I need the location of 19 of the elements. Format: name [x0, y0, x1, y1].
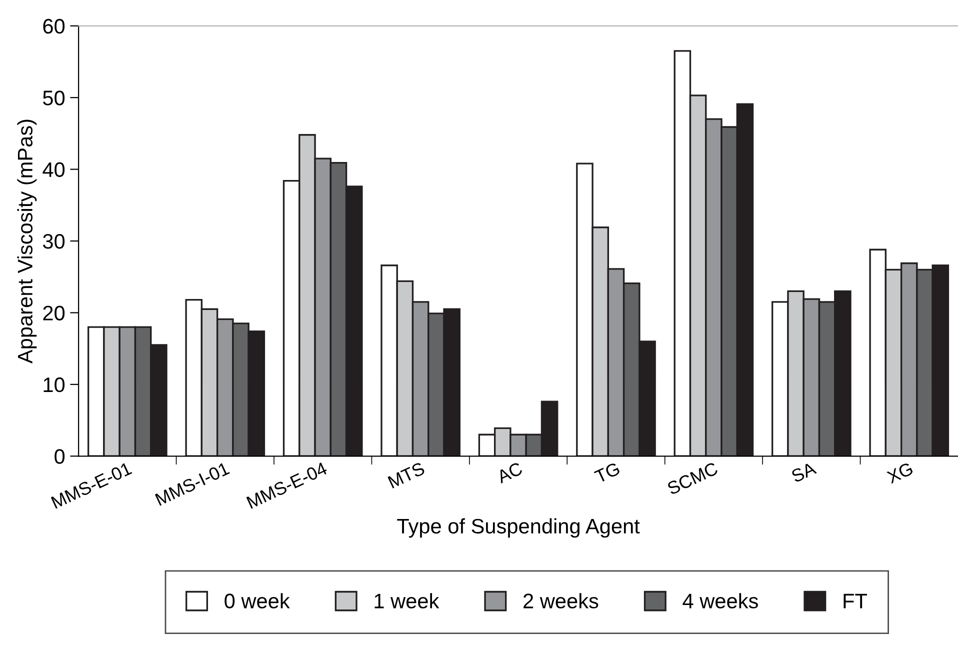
legend-label: 4 weeks: [682, 593, 758, 608]
x-tick-label: XG: [886, 462, 914, 484]
y-axis-title: Apparent Viscosity (mPas): [17, 120, 37, 364]
y-tick-label: 30: [42, 234, 65, 249]
y-tick-label: 40: [42, 162, 65, 178]
legend-label: FT: [844, 594, 867, 608]
x-tick-label: SA: [790, 461, 817, 483]
legend-label: 2 weeks: [524, 593, 598, 608]
y-tick-label: 10: [44, 377, 65, 392]
x-tick-label: MTS: [388, 462, 426, 488]
y-tick-label: 60: [43, 18, 65, 34]
legend-label: 0 week: [224, 593, 290, 608]
y-tick-label: 20: [43, 306, 65, 320]
legend-label: 1 week: [374, 593, 440, 608]
y-tick-label: 0: [54, 449, 65, 464]
x-tick-label: AC: [496, 462, 524, 484]
x-axis-title: Type of Suspending Agent: [397, 518, 640, 538]
x-tick-label: TG: [594, 462, 620, 484]
y-tick-label: 50: [43, 90, 65, 106]
